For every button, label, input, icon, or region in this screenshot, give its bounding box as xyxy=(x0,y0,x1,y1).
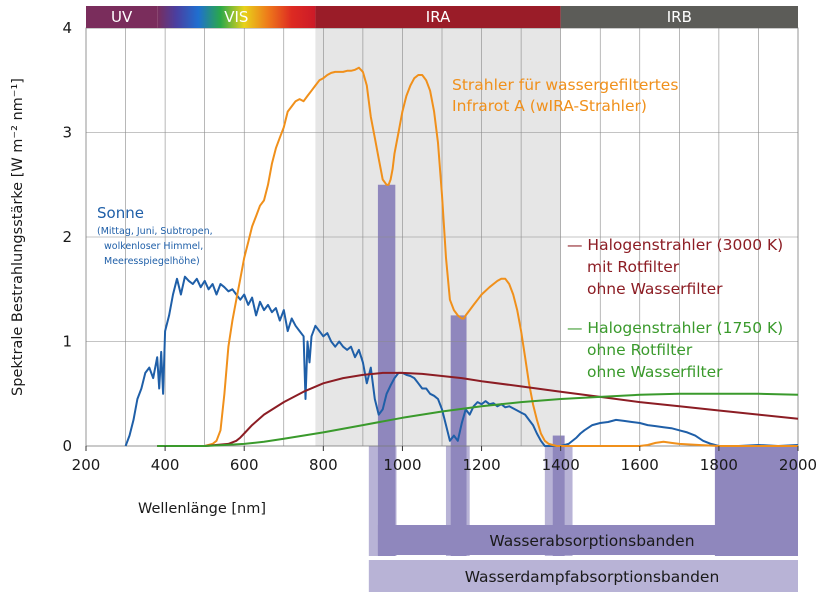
in-plot-absorption-bar xyxy=(552,435,565,446)
in-plot-absorption-bar xyxy=(450,315,467,446)
series-line xyxy=(157,371,799,447)
x-tick-label: 200 xyxy=(72,456,101,474)
halogen-1750k-label-line: ohne Rotfilter xyxy=(587,341,693,359)
x-tick-label: 1000 xyxy=(383,456,421,474)
x-tick-label: 1600 xyxy=(621,456,659,474)
in-plot-absorption-bar xyxy=(377,184,396,446)
y-tick-label: 3 xyxy=(62,124,72,142)
y-tick-label: 0 xyxy=(62,437,72,455)
band-ira xyxy=(315,6,561,28)
wira-label-line: Strahler für wassergefiltertes xyxy=(452,76,678,94)
axes: 200 400 600 800 1000 1200 1400 1600 1800 2000 0 1 2 3… xyxy=(62,19,817,474)
vapor-band-strip xyxy=(368,560,798,592)
vapor-absorption-label: Wasserdampfabsorptionsbanden xyxy=(465,568,720,586)
y-tick-label: 4 xyxy=(62,19,72,37)
halogen-3000k-label-line: ohne Wasserfilter xyxy=(587,280,723,298)
band-label: VIS xyxy=(224,8,248,26)
band-uv xyxy=(86,6,158,28)
sun-note-line: Meeresspiegelhöhe) xyxy=(104,256,200,267)
halogen-1750k-label-line: — Halogenstrahler (1750 K) xyxy=(567,319,783,337)
x-tick-label: 800 xyxy=(309,456,338,474)
y-axis-label: Spektrale Bestrahlungsstärke [W m⁻² nm⁻¹… xyxy=(10,78,26,396)
halogen-1750k-label-line: ohne Wasserfilter xyxy=(587,363,723,381)
in-plot-absorption-bars xyxy=(377,184,565,446)
band-label: UV xyxy=(111,8,133,26)
series-line xyxy=(204,66,798,447)
x-tick-label: 600 xyxy=(230,456,259,474)
x-tick-label: 400 xyxy=(151,456,180,474)
x-axis-label: Wellenlänge [nm] xyxy=(138,501,266,517)
sun-note-line: (Mittag, Juni, Subtropen, xyxy=(97,226,213,237)
y-tick-label: 2 xyxy=(62,228,72,246)
sun-title: Sonne xyxy=(97,204,144,222)
x-tick-label: 1400 xyxy=(542,456,580,474)
halogen-1750k-annotation: — Halogenstrahler (1750 K) ohne Rotfilte… xyxy=(567,319,783,381)
band-vis xyxy=(157,6,316,28)
sun-annotation: Sonne (Mittag, Juni, Subtropen, wolkenlo… xyxy=(97,204,213,267)
x-tick-label: 2000 xyxy=(779,456,817,474)
absorption-band-strip xyxy=(377,525,798,555)
water-absorption-label: Wasserabsorptionsbanden xyxy=(489,532,694,550)
band-irb xyxy=(560,6,798,28)
wira-label-line: Infrarot A (wIRA-Strahler) xyxy=(452,97,647,115)
series-lines xyxy=(124,66,799,447)
absorption-band xyxy=(552,446,565,556)
water-absorption-bands xyxy=(377,446,798,556)
band-label: IRA xyxy=(426,8,451,26)
x-tick-label: 1200 xyxy=(462,456,500,474)
spectral-band-bar: UV VIS IRA IRB xyxy=(86,6,798,28)
wira-annotation: Strahler für wassergefiltertes Infrarot … xyxy=(452,76,678,115)
halogen-3000k-label-line: mit Rotfilter xyxy=(587,258,680,276)
sun-note-line: wolkenloser Himmel, xyxy=(104,241,203,252)
x-tick-label: 1800 xyxy=(700,456,738,474)
series-line xyxy=(157,392,799,447)
band-label: IRB xyxy=(667,8,692,26)
halogen-3000k-label-line: — Halogenstrahler (3000 K) xyxy=(567,236,783,254)
y-tick-label: 1 xyxy=(62,333,72,351)
series-line xyxy=(124,275,799,447)
halogen-3000k-annotation: — Halogenstrahler (3000 K) mit Rotfilter… xyxy=(567,236,783,298)
